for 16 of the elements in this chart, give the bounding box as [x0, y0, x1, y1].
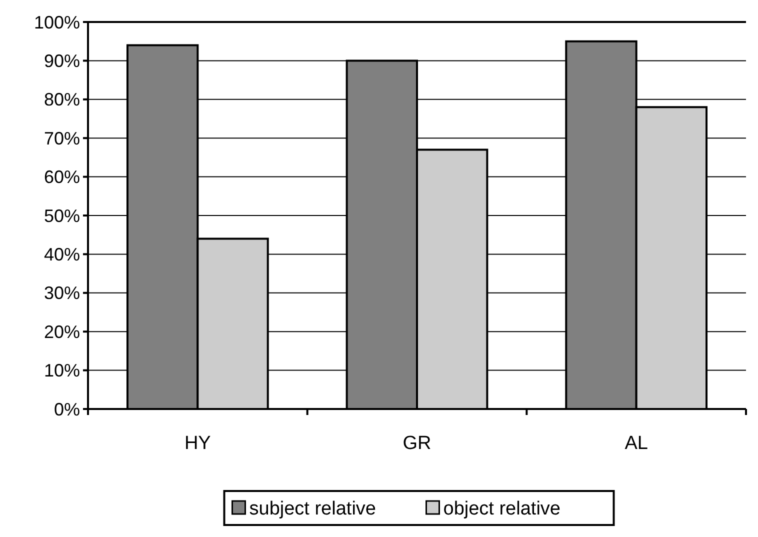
y-tick-label: 30%: [44, 283, 80, 304]
y-tick-label: 0%: [54, 399, 80, 420]
legend-label: object relative: [443, 498, 560, 520]
y-tick-label: 100%: [34, 12, 80, 32]
x-tick-label: AL: [624, 433, 648, 454]
legend-label: subject relative: [249, 498, 376, 520]
y-tick-label: 60%: [44, 167, 80, 188]
y-tick-label: 80%: [44, 90, 80, 110]
y-tick-label: 70%: [44, 128, 80, 148]
y-tick-label: 40%: [44, 244, 80, 264]
y-tick-label: 20%: [44, 322, 80, 342]
y-tick-label: 50%: [44, 206, 80, 226]
y-tick-label: 90%: [44, 51, 80, 71]
y-tick-label: 10%: [44, 360, 80, 381]
x-tick-label: GR: [402, 433, 432, 454]
x-tick-label: HY: [184, 433, 212, 454]
